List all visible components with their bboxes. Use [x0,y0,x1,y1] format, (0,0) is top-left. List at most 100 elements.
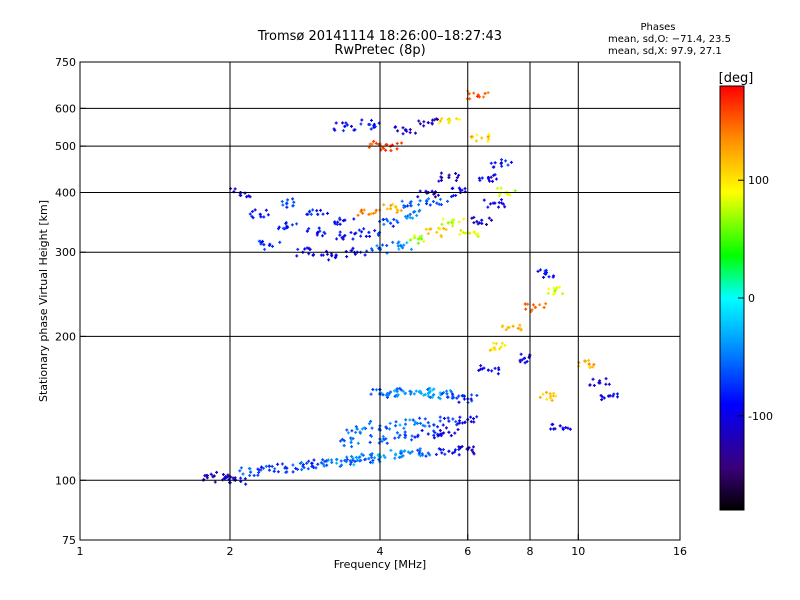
echo-point [239,466,243,470]
echo-point [451,451,455,455]
echo-point [474,139,478,143]
echo-point [393,389,397,393]
echo-point [424,454,428,458]
echo-point [352,463,356,467]
echo-point [307,246,311,250]
echo-point [295,222,299,226]
y-tick-label: 200 [55,330,76,343]
echo-point [432,393,436,397]
echo-point [460,444,464,448]
echo-point [370,248,374,252]
echo-point [401,132,405,136]
echo-point [267,468,271,472]
echo-point [256,473,260,477]
echo-point [285,205,289,209]
echo-point [286,198,290,202]
echo-point [403,422,407,426]
colorbar-ticks: 100 0 -100 [738,174,773,423]
echo-point [438,227,442,231]
echo-point [494,342,498,346]
series-high-frequency-spread [477,268,620,431]
echo-point [503,343,507,347]
echo-point [296,247,300,251]
echo-point [403,430,407,434]
echo-point [616,395,620,399]
echo-point [401,454,405,458]
echo-point [552,274,556,278]
echo-point [292,200,296,204]
echo-point [303,247,307,251]
echo-point [457,186,461,190]
echo-point [475,220,479,224]
echo-point [319,461,323,465]
echo-point [338,230,342,234]
echo-point [213,480,217,484]
echo-point [545,390,549,394]
echo-point [360,208,364,212]
echo-point [391,240,395,244]
echo-point [440,392,444,396]
echo-point [489,175,493,179]
x-axis-ticks: 1 2 4 6 8 10 16 [77,534,687,558]
echo-point [455,396,459,400]
echo-point [353,252,357,256]
echo-point [420,237,424,241]
echo-point [350,429,354,433]
echo-point [375,244,379,248]
echo-point [256,467,260,471]
echo-point [491,341,495,345]
echo-point [433,195,437,199]
echo-point [262,215,266,219]
echo-point [420,452,424,456]
echo-point [370,247,374,251]
echo-point [486,135,490,139]
echo-point [551,422,555,426]
echo-point [385,207,389,211]
echo-point [358,430,362,434]
echo-point [384,148,388,152]
echo-point [447,118,451,122]
echo-point [475,393,479,397]
echo-point [504,159,508,163]
echo-point [372,126,376,130]
echo-point [430,388,434,392]
echo-point [380,439,384,443]
echo-point [412,392,416,396]
echo-point [335,457,339,461]
echo-point [368,440,372,444]
echo-point [395,147,399,151]
echo-point [440,176,444,180]
data-points [201,89,620,486]
echo-point [382,222,386,226]
echo-point [385,395,389,399]
echo-point [604,382,608,386]
echo-point [306,467,310,471]
echo-point [226,473,230,477]
echo-point [457,173,461,177]
echo-point [315,231,319,235]
echo-point [353,128,357,132]
echo-point [334,121,338,125]
echo-point [332,127,336,131]
echo-point [445,395,449,399]
echo-point [518,327,522,331]
echo-point [493,366,497,370]
echo-point [451,417,455,421]
echo-point [393,436,397,440]
echo-point [397,436,401,440]
echo-point [494,177,498,181]
echo-point [360,452,364,456]
echo-point [395,394,399,398]
echo-point [439,197,443,201]
echo-point [544,268,548,272]
echo-point [552,391,556,395]
y-tick-label: 600 [55,102,76,115]
echo-point [340,236,344,240]
echo-point [422,120,426,124]
echo-point [440,451,444,455]
echo-point [459,229,463,233]
echo-point [284,222,288,226]
phase-summary-o: mean, sd,O: −71.4, 23.5 [608,34,731,45]
echo-point [438,415,442,419]
echo-point [447,173,451,177]
